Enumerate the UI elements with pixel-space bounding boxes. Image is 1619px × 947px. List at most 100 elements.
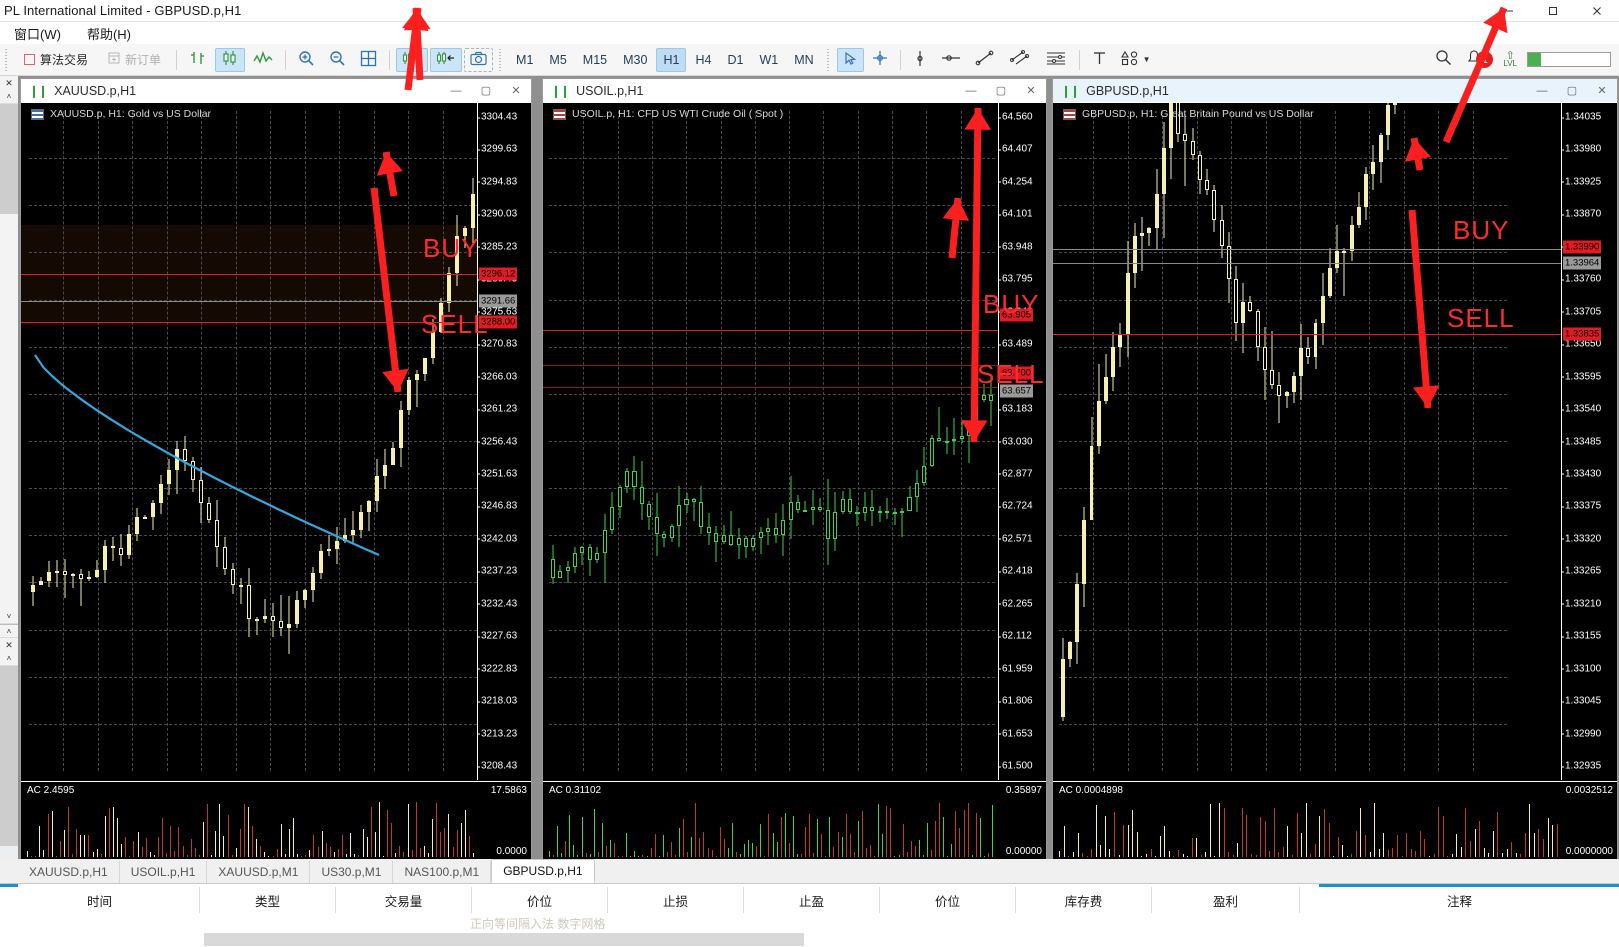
chart-close-button[interactable]: ✕	[1026, 85, 1036, 97]
chart-maximize-button[interactable]: ▢	[1566, 85, 1578, 97]
screenshot-button[interactable]	[464, 47, 494, 72]
tile-windows-button[interactable]	[354, 48, 383, 72]
chart-titlebar-gbpusd[interactable]: ❙❙ GBPUSD.p,H1 — ▢ ✕	[1053, 79, 1617, 103]
shapes-button[interactable]: ▼	[1115, 48, 1157, 72]
column-volume[interactable]: 交易量	[336, 887, 472, 913]
zoom-in-button[interactable]	[292, 48, 321, 72]
text-tool-button[interactable]	[1086, 48, 1113, 72]
chart-shift-button[interactable]	[396, 47, 429, 72]
column-profit[interactable]: 盈利	[1152, 887, 1300, 913]
chart-window-gbpusd[interactable]: ❙❙ GBPUSD.p,H1 — ▢ ✕ GBPUSD.p, H1: Great…	[1052, 78, 1618, 859]
scroll-up-button-bottom[interactable]: ˄	[0, 624, 18, 638]
timeframe-d1[interactable]: D1	[727, 52, 744, 67]
chevron-down-icon[interactable]: ▼	[1142, 55, 1151, 64]
chart-canvas-gbpusd[interactable]: GBPUSD.p, H1: Great Britain Pound vs US …	[1053, 103, 1617, 859]
chart-plot-usoil[interactable]	[549, 111, 995, 771]
cursor-tool-button[interactable]	[836, 47, 864, 72]
column-stoploss[interactable]: 止损	[608, 887, 744, 913]
column-time[interactable]: 时间	[0, 887, 200, 913]
chart-tab-xauusd-h1[interactable]: XAUUSD.p,H1	[18, 861, 120, 883]
scroll-thumb-bottom[interactable]	[0, 666, 18, 846]
chart-minimize-button[interactable]: —	[965, 84, 977, 97]
chart-titlebar-xauusd[interactable]: ❙❙ XAUUSD.p,H1 — ▢ ✕	[21, 79, 531, 103]
indicator-pane-xauusd[interactable]: AC 2.4595 17.5863 0.0000	[21, 781, 531, 859]
scroll-up-button-bottom2[interactable]: ˄	[0, 652, 18, 666]
vertical-line-button[interactable]	[907, 48, 933, 72]
zoom-out-button[interactable]	[323, 48, 352, 72]
panel-close-icon-top[interactable]: ✕	[0, 76, 18, 90]
level-indicator-icon[interactable]: ⇧ LVL	[1503, 49, 1517, 68]
column-swap[interactable]: 库存费	[1016, 887, 1152, 913]
indicator-bar	[910, 840, 912, 857]
indicator-pane-usoil[interactable]: AC 0.31102 0.35897 0.00000	[543, 781, 1046, 859]
chart-tab-xauusd-m1[interactable]: XAUUSD.p,M1	[207, 861, 311, 883]
chart-tab-nas100-m1[interactable]: NAS100.p,M1	[393, 861, 492, 883]
maximize-button[interactable]	[1531, 0, 1575, 22]
price-axis-gbpusd[interactable]: 1.340351.339801.339251.338701.338151.337…	[1560, 103, 1617, 780]
trendline-button[interactable]	[969, 48, 1001, 72]
chart-close-button[interactable]: ✕	[1597, 85, 1607, 97]
search-icon[interactable]	[1435, 49, 1452, 71]
column-comment[interactable]: 注释	[1446, 894, 1472, 909]
indicator-bar	[638, 855, 640, 857]
crosshair-tool-button[interactable]	[866, 48, 894, 72]
terminal-rows-area[interactable]: 正向等间隔入法 数字网格	[0, 913, 1619, 947]
toolbar-grip[interactable]	[498, 48, 505, 71]
timeframe-m5[interactable]: M5	[549, 52, 567, 67]
chart-canvas-usoil[interactable]: USOIL.p, H1: CFD US WTI Crude Oil ( Spot…	[543, 103, 1046, 859]
price-axis-xauusd[interactable]: 3304.433299.633294.833290.033285.233280.…	[476, 103, 531, 780]
line-chart-button[interactable]	[247, 48, 279, 72]
horizontal-line-button[interactable]	[935, 48, 967, 72]
toolbar-grip[interactable]	[825, 48, 832, 71]
column-price[interactable]: 价位	[472, 887, 608, 913]
new-order-button[interactable]: 新订单	[99, 48, 170, 72]
chart-window-usoil[interactable]: ❙❙ USOIL.p,H1 — ▢ ✕ USOIL.p, H1: CFD US …	[542, 78, 1047, 859]
candlestick-chart-button[interactable]	[215, 47, 246, 72]
scroll-thumb-top[interactable]	[0, 104, 18, 214]
chart-plot-gbpusd[interactable]	[1059, 103, 1507, 771]
indicator-pane-gbpusd[interactable]: AC 0.0004898 0.0032512 0.0000000	[1053, 781, 1617, 859]
channel-button[interactable]	[1003, 48, 1037, 72]
chart-canvas-xauusd[interactable]: XAUUSD.p, H1: Gold vs US Dollar 3304.43 3…	[21, 103, 531, 859]
timeframe-m15[interactable]: M15	[582, 52, 608, 67]
price-axis-usoil[interactable]: 64.560 64.407 64.254 64.101 63.948 63.795 63.6…	[998, 103, 1046, 780]
indicator-bar	[436, 803, 438, 857]
bar-chart-button[interactable]	[183, 48, 213, 72]
panel-close-icon-bottom[interactable]: ✕	[0, 638, 18, 652]
close-button[interactable]	[1575, 0, 1619, 22]
chart-maximize-button[interactable]: ▢	[995, 85, 1007, 97]
timeframe-m30[interactable]: M30	[623, 52, 648, 67]
fibonacci-button[interactable]	[1039, 48, 1073, 72]
chart-close-button[interactable]: ✕	[511, 85, 521, 97]
column-type[interactable]: 类型	[200, 887, 336, 913]
timeframe-h1[interactable]: H1	[656, 47, 687, 72]
menu-item-window[interactable]: 窗口(W)	[14, 26, 61, 42]
chart-plot-xauusd[interactable]	[29, 111, 477, 771]
timeframe-m1[interactable]: M1	[516, 52, 534, 67]
terminal-hscrollbar[interactable]	[204, 933, 804, 946]
timeframe-h4[interactable]: H4	[695, 52, 712, 67]
chart-tab-gbpusd-h1[interactable]: GBPUSD.p,H1	[491, 859, 595, 883]
notification-badge[interactable]: 1	[1476, 51, 1494, 68]
column-takeprofit[interactable]: 止盈	[744, 887, 880, 913]
chart-minimize-button[interactable]: —	[450, 84, 462, 97]
chart-tab-us30-m1[interactable]: US30.p,M1	[310, 861, 394, 883]
scroll-track-top[interactable]	[0, 214, 18, 610]
price-tick: 3299.63	[476, 143, 518, 155]
timeframe-mn[interactable]: MN	[794, 52, 814, 67]
chart-maximize-button[interactable]: ▢	[480, 85, 492, 97]
timeframe-w1[interactable]: W1	[759, 52, 779, 67]
auto-scroll-button[interactable]	[430, 47, 463, 72]
chart-minimize-button[interactable]: —	[1536, 84, 1548, 97]
scroll-down-button-top[interactable]: ˅	[0, 610, 18, 624]
candle	[110, 111, 116, 771]
toolbar-grip[interactable]	[4, 48, 10, 71]
chart-tab-usoil-h1[interactable]: USOIL.p,H1	[119, 861, 208, 883]
menu-item-help[interactable]: 帮助(H)	[86, 26, 131, 42]
algo-trading-button[interactable]: 算法交易	[15, 48, 97, 72]
minimize-button[interactable]	[1487, 0, 1531, 22]
column-current-price[interactable]: 价位	[880, 887, 1016, 913]
scroll-up-button-top[interactable]: ˄	[0, 90, 18, 104]
chart-window-xauusd[interactable]: ❙❙ XAUUSD.p,H1 — ▢ ✕ XAUUSD.p, H1: Gold …	[20, 78, 532, 859]
chart-titlebar-usoil[interactable]: ❙❙ USOIL.p,H1 — ▢ ✕	[543, 79, 1046, 103]
